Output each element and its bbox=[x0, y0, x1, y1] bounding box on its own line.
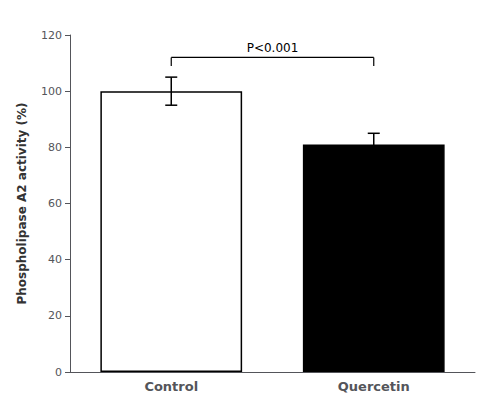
svg-text:120: 120 bbox=[41, 29, 62, 42]
svg-text:P<0.001: P<0.001 bbox=[247, 41, 299, 55]
svg-text:40: 40 bbox=[48, 253, 62, 266]
svg-text:0: 0 bbox=[55, 366, 62, 379]
svg-text:100: 100 bbox=[41, 85, 62, 98]
svg-text:Control: Control bbox=[144, 379, 198, 394]
svg-text:Phospholipase A2 activity (%): Phospholipase A2 activity (%) bbox=[15, 102, 29, 304]
svg-text:Quercetin: Quercetin bbox=[338, 379, 410, 394]
svg-text:60: 60 bbox=[48, 197, 62, 210]
svg-text:20: 20 bbox=[48, 309, 62, 322]
svg-text:80: 80 bbox=[48, 141, 62, 154]
